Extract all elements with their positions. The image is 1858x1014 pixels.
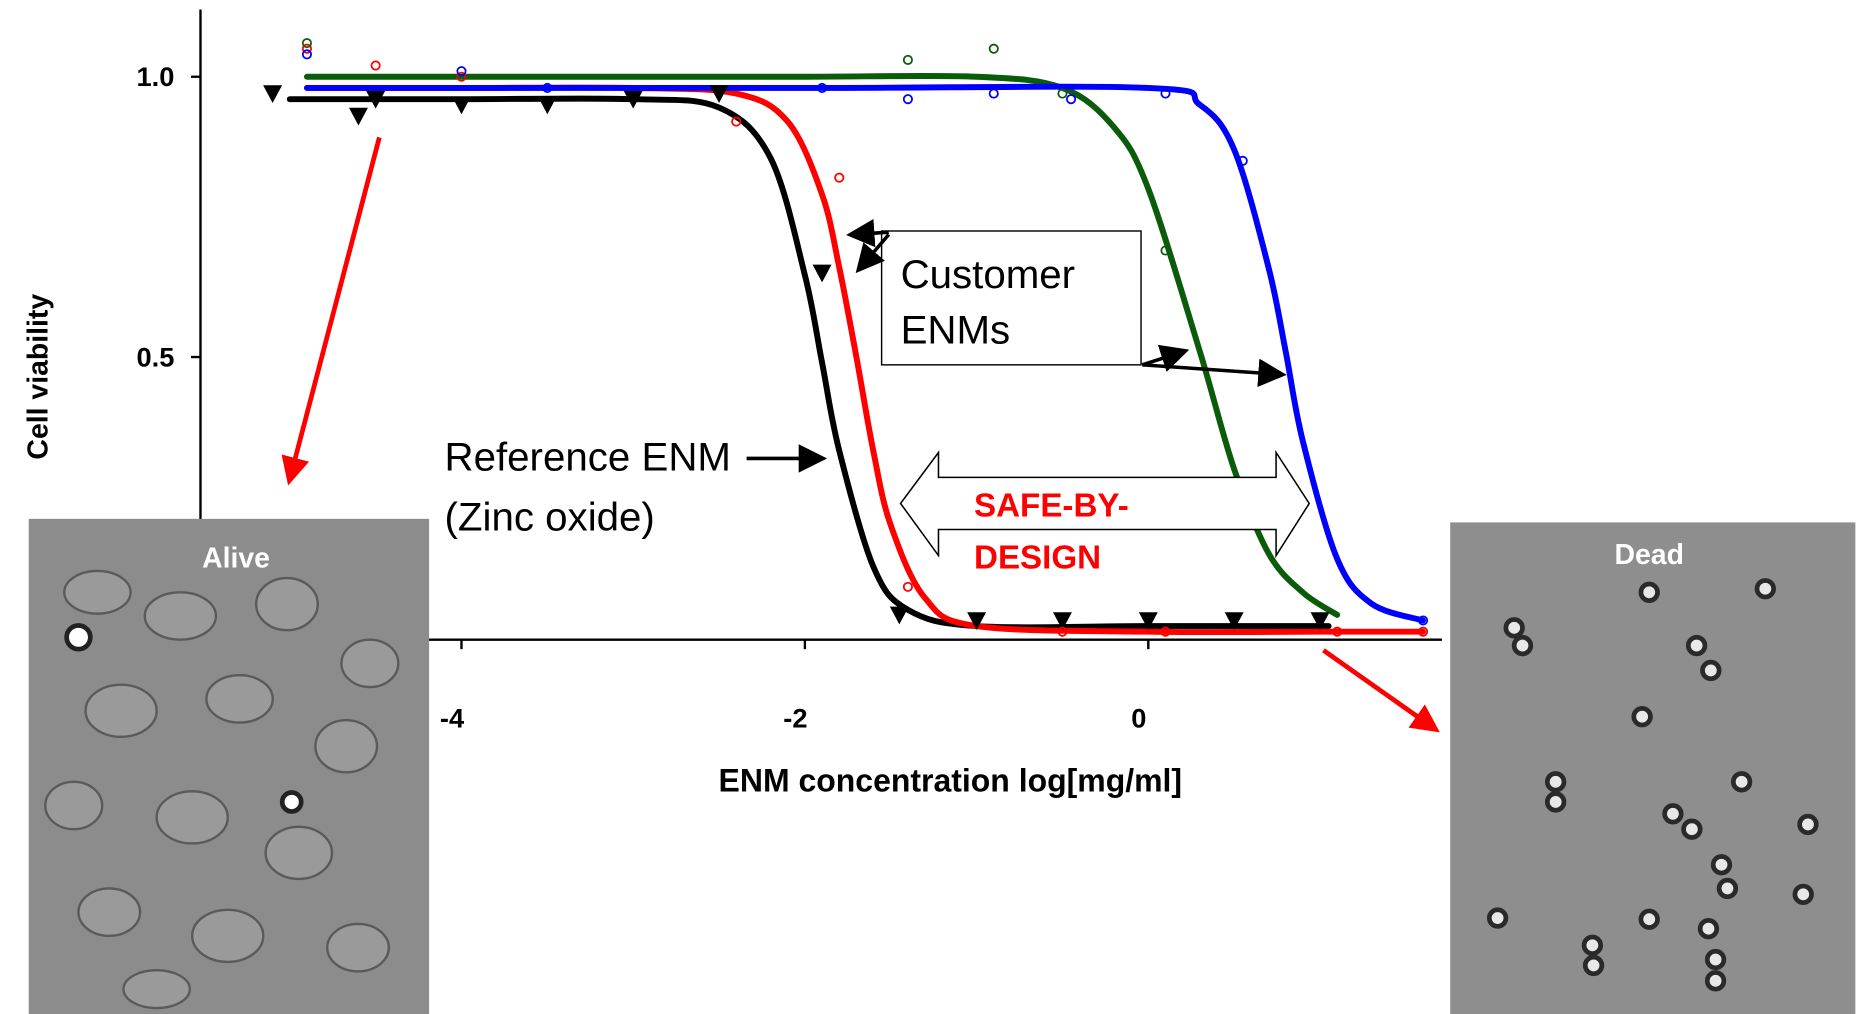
x-axis-title: ENM concentration log[mg/ml] xyxy=(719,762,1183,798)
alive-image: Alive xyxy=(29,519,429,1014)
data-point xyxy=(452,96,471,114)
x-tick-label: 0 xyxy=(1131,702,1146,733)
data-point xyxy=(303,50,311,58)
y-tick-label: 1.0 xyxy=(137,61,175,92)
data-point xyxy=(371,61,379,69)
data-point xyxy=(990,45,998,53)
reference-label: (Zinc oxide) xyxy=(445,495,655,540)
arrow xyxy=(289,137,379,481)
data-point xyxy=(904,56,912,64)
page: Cell viability chart html, body { margin… xyxy=(0,0,1858,1014)
arrow xyxy=(1323,650,1436,729)
alive-label: Alive xyxy=(202,542,270,574)
customer-label: ENMs xyxy=(901,308,1011,353)
safe-label: DESIGN xyxy=(974,540,1101,577)
data-point xyxy=(990,89,998,97)
safe-label: SAFE-BY- xyxy=(974,487,1129,524)
data-point xyxy=(813,265,832,283)
body: {"chart_data": { "type": "line", "xlabel… xyxy=(0,0,1858,1014)
arrow xyxy=(1142,365,1279,374)
data-point xyxy=(263,85,282,103)
reference-label: Reference ENM xyxy=(445,434,731,479)
arrow xyxy=(853,232,889,234)
y-axis-title: Cell viability xyxy=(23,294,55,460)
data-point xyxy=(349,108,368,126)
data-point xyxy=(538,96,557,114)
x-tick-label: -2 xyxy=(783,702,807,733)
dead-image: Dead xyxy=(1450,522,1855,1014)
data-point xyxy=(303,39,311,47)
arrow xyxy=(1142,352,1182,365)
customer-label: Customer xyxy=(901,252,1076,297)
data-point xyxy=(904,583,912,591)
data-point xyxy=(890,607,909,625)
data-point xyxy=(904,95,912,103)
chart: 1.00.5-4-20ENM concentration log[mg/ml]C… xyxy=(0,0,1858,1014)
data-point xyxy=(1067,95,1075,103)
x-tick-label: -4 xyxy=(440,702,464,733)
dead-label: Dead xyxy=(1614,539,1683,571)
arrow xyxy=(860,235,888,268)
data-point xyxy=(835,173,843,181)
y-tick-label: 0.5 xyxy=(137,342,175,373)
curve xyxy=(290,99,1329,628)
